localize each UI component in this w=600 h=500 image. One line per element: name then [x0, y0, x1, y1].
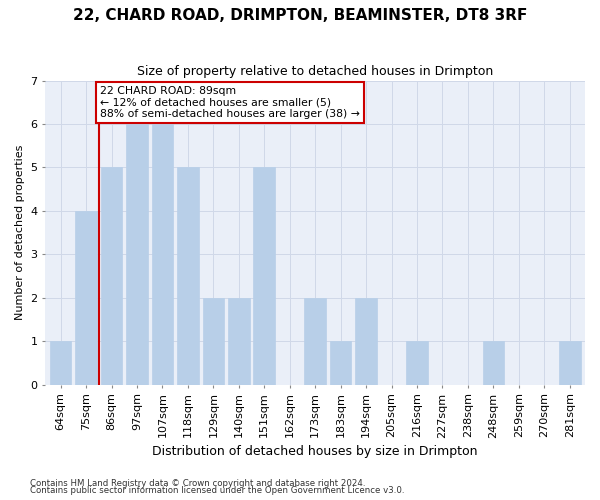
Title: Size of property relative to detached houses in Drimpton: Size of property relative to detached ho…: [137, 65, 493, 78]
Bar: [203, 298, 224, 385]
Bar: [126, 124, 148, 385]
Bar: [355, 298, 377, 385]
Text: 22, CHARD ROAD, DRIMPTON, BEAMINSTER, DT8 3RF: 22, CHARD ROAD, DRIMPTON, BEAMINSTER, DT…: [73, 8, 527, 22]
Bar: [75, 211, 97, 385]
Text: Contains HM Land Registry data © Crown copyright and database right 2024.: Contains HM Land Registry data © Crown c…: [30, 478, 365, 488]
Text: Contains public sector information licensed under the Open Government Licence v3: Contains public sector information licen…: [30, 486, 404, 495]
Bar: [152, 124, 173, 385]
Bar: [50, 342, 71, 385]
Y-axis label: Number of detached properties: Number of detached properties: [15, 145, 25, 320]
Bar: [482, 342, 504, 385]
Text: 22 CHARD ROAD: 89sqm
← 12% of detached houses are smaller (5)
88% of semi-detach: 22 CHARD ROAD: 89sqm ← 12% of detached h…: [100, 86, 360, 119]
Bar: [101, 168, 122, 385]
Bar: [177, 168, 199, 385]
X-axis label: Distribution of detached houses by size in Drimpton: Distribution of detached houses by size …: [152, 444, 478, 458]
Bar: [330, 342, 352, 385]
Bar: [253, 168, 275, 385]
Bar: [406, 342, 428, 385]
Bar: [304, 298, 326, 385]
Bar: [228, 298, 250, 385]
Bar: [559, 342, 581, 385]
